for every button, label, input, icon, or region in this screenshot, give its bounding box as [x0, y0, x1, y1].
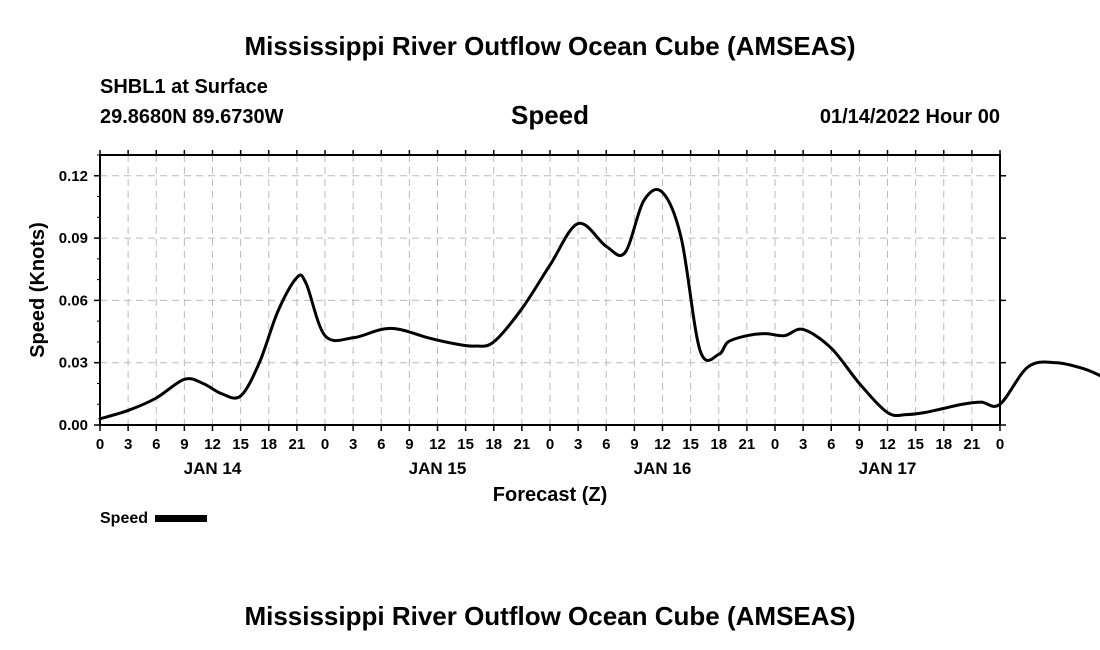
y-tick-label: 0.12 [59, 168, 88, 185]
x-tick-label: 0 [546, 436, 554, 453]
x-tick-label: 3 [349, 436, 357, 453]
day-label: JAN 14 [184, 459, 242, 478]
chart-title: Mississippi River Outflow Ocean Cube (AM… [244, 31, 856, 61]
x-tick-label: 0 [321, 436, 329, 453]
day-label: JAN 16 [634, 459, 692, 478]
legend-label: Speed [100, 510, 149, 527]
x-tick-label: 3 [574, 436, 582, 453]
y-tick-label: 0.00 [59, 417, 88, 434]
x-tick-label: 9 [630, 436, 638, 453]
x-tick-label: 21 [289, 436, 306, 453]
bottom-title: Mississippi River Outflow Ocean Cube (AM… [244, 601, 856, 631]
day-label: JAN 17 [859, 459, 917, 478]
x-tick-label: 6 [152, 436, 160, 453]
series-line-speed [98, 188, 1100, 421]
x-tick-label: 15 [682, 436, 699, 453]
x-tick-label: 21 [514, 436, 531, 453]
x-tick-label: 9 [180, 436, 188, 453]
y-tick-label: 0.06 [59, 292, 88, 309]
x-tick-label: 6 [377, 436, 385, 453]
x-tick-label: 18 [485, 436, 502, 453]
speed-chart: 0 3 6 9 12 15 18 21 0 3 6 9 12 15 18 21 0 3 6 9 12 15 18 21 0 3 6 9… [27, 150, 1100, 506]
x-axis-label: Forecast (Z) [493, 484, 607, 506]
coordinates-label: 29.8680N 89.6730W [100, 106, 284, 128]
x-tick-label: 0 [996, 436, 1004, 453]
x-tick-label: 21 [739, 436, 756, 453]
x-tick-label: 18 [710, 436, 727, 453]
x-tick-label: 12 [879, 436, 896, 453]
legend: Speed [100, 510, 208, 528]
x-tick-label: 21 [964, 436, 981, 453]
datetime-label: 01/14/2022 Hour 00 [819, 106, 1000, 128]
x-tick-label: 0 [96, 436, 104, 453]
y-tick-label: 0.03 [59, 355, 88, 372]
day-label: JAN 15 [409, 459, 467, 478]
x-tick-label: 18 [260, 436, 277, 453]
y-axis-label: Speed (Knots) [27, 222, 49, 358]
x-tick-label: 3 [799, 436, 807, 453]
y-tick-label: 0.09 [59, 230, 88, 247]
x-tick-label: 0 [771, 436, 779, 453]
x-tick-label: 3 [124, 436, 132, 453]
x-tick-label: 15 [232, 436, 249, 453]
x-tick-label: 6 [602, 436, 610, 453]
x-tick-label: 6 [827, 436, 835, 453]
x-tick-label: 15 [907, 436, 924, 453]
x-tick-label: 12 [204, 436, 221, 453]
variable-title: Speed [510, 100, 590, 130]
x-tick-label: 9 [855, 436, 863, 453]
x-tick-label: 18 [935, 436, 952, 453]
x-tick-label: 15 [457, 436, 474, 453]
plot-frame [99, 154, 1001, 426]
x-tick-label: 12 [429, 436, 446, 453]
x-tick-label: 12 [654, 436, 671, 453]
x-tick-label: 9 [405, 436, 413, 453]
legend-swatch [155, 515, 208, 523]
station-label: SHBL1 at Surface [100, 76, 268, 98]
